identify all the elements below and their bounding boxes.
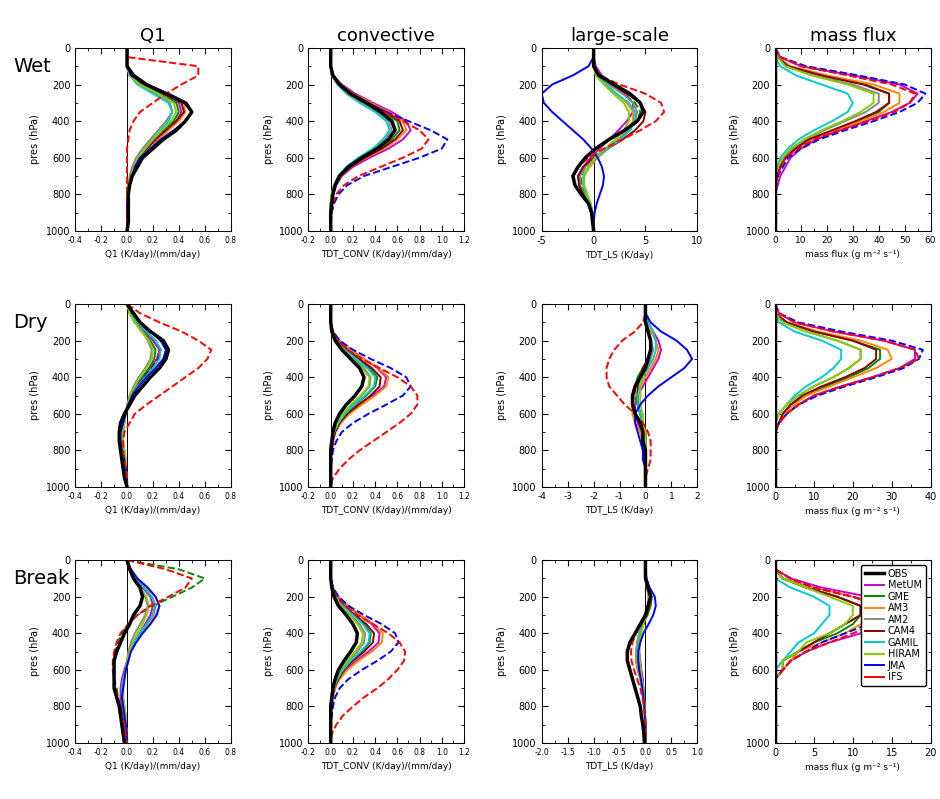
- Y-axis label: pres (hPa): pres (hPa): [263, 371, 274, 420]
- Legend: OBS, MetUM, GME, AM3, AM2, CAM4, GAMIL, HIRAM, JMA, IFS: OBS, MetUM, GME, AM3, AM2, CAM4, GAMIL, …: [861, 565, 926, 686]
- Text: Wet: Wet: [13, 57, 51, 76]
- Y-axis label: pres (hPa): pres (hPa): [30, 114, 40, 165]
- Y-axis label: pres (hPa): pres (hPa): [30, 626, 40, 677]
- Y-axis label: pres (hPa): pres (hPa): [263, 626, 274, 677]
- Y-axis label: pres (hPa): pres (hPa): [497, 626, 507, 677]
- Y-axis label: pres (hPa): pres (hPa): [730, 114, 740, 165]
- X-axis label: TDT_CONV (K/day)/(mm/day): TDT_CONV (K/day)/(mm/day): [321, 250, 451, 260]
- Y-axis label: pres (hPa): pres (hPa): [263, 114, 274, 165]
- Y-axis label: pres (hPa): pres (hPa): [497, 114, 507, 165]
- Text: Break: Break: [13, 570, 70, 588]
- X-axis label: TDT_LS (K/day): TDT_LS (K/day): [586, 762, 653, 772]
- X-axis label: Q1 (K/day)/(mm/day): Q1 (K/day)/(mm/day): [105, 250, 200, 260]
- Y-axis label: pres (hPa): pres (hPa): [730, 371, 740, 420]
- X-axis label: mass flux (g m⁻² s⁻¹): mass flux (g m⁻² s⁻¹): [806, 507, 901, 516]
- X-axis label: TDT_LS (K/day): TDT_LS (K/day): [586, 252, 653, 260]
- Title: convective: convective: [337, 27, 435, 45]
- X-axis label: mass flux (g m⁻² s⁻¹): mass flux (g m⁻² s⁻¹): [806, 250, 901, 260]
- Text: Dry: Dry: [13, 313, 48, 332]
- X-axis label: Q1 (K/day)/(mm/day): Q1 (K/day)/(mm/day): [105, 507, 200, 515]
- Title: large-scale: large-scale: [570, 27, 669, 45]
- X-axis label: TDT_CONV (K/day)/(mm/day): TDT_CONV (K/day)/(mm/day): [321, 507, 451, 515]
- Title: Q1: Q1: [140, 27, 165, 45]
- X-axis label: TDT_CONV (K/day)/(mm/day): TDT_CONV (K/day)/(mm/day): [321, 762, 451, 772]
- Y-axis label: pres (hPa): pres (hPa): [497, 371, 507, 420]
- X-axis label: mass flux (g m⁻² s⁻¹): mass flux (g m⁻² s⁻¹): [806, 764, 901, 773]
- X-axis label: TDT_LS (K/day): TDT_LS (K/day): [586, 507, 653, 515]
- Title: mass flux: mass flux: [809, 27, 896, 45]
- X-axis label: Q1 (K/day)/(mm/day): Q1 (K/day)/(mm/day): [105, 762, 200, 772]
- Y-axis label: pres (hPa): pres (hPa): [30, 371, 40, 420]
- Y-axis label: pres (hPa): pres (hPa): [730, 626, 740, 677]
